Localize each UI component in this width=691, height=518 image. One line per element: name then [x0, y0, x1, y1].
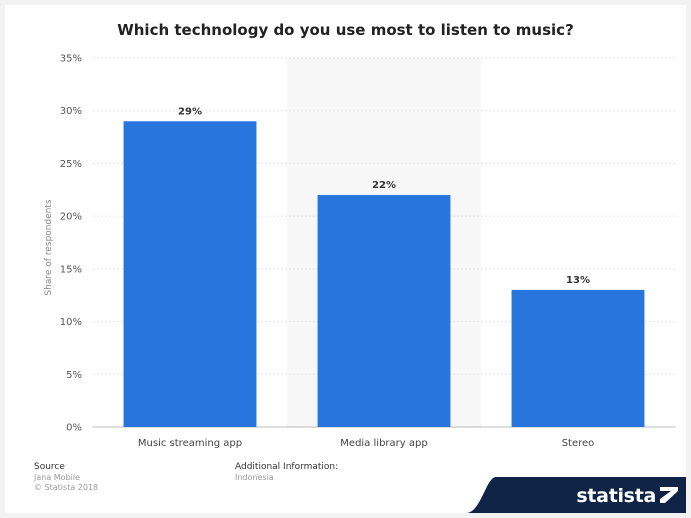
y-tick-label: 20%: [60, 212, 82, 223]
bar[interactable]: [317, 195, 451, 427]
additional-info-line: Indonesia: [235, 473, 274, 482]
data-label: 22%: [372, 180, 396, 191]
bar[interactable]: [511, 289, 645, 427]
additional-info-title: Additional Information:: [235, 462, 339, 472]
chart-footer: Source Jana Mobile © Statista 2018 Addit…: [5, 457, 686, 513]
data-label: 29%: [178, 106, 202, 117]
source-line: Jana Mobile: [34, 473, 81, 482]
data-label: 13%: [566, 275, 590, 286]
y-tick-label: 0%: [66, 423, 82, 434]
chart-title: Which technology do you use most to list…: [117, 21, 574, 39]
source-block: Source Jana Mobile © Statista 2018: [34, 462, 98, 493]
category-label: Stereo: [562, 438, 595, 449]
y-tick-label: 25%: [60, 159, 82, 170]
y-axis-label: Share of respondents: [44, 199, 54, 296]
logo-text: statista: [576, 485, 656, 507]
bar[interactable]: [123, 121, 257, 427]
y-tick-label: 10%: [60, 317, 82, 328]
y-tick-label: 5%: [66, 370, 82, 381]
bar-chart: 0% 5% 10% 15% 20% 25% 30% 35% 29% 22% 13% Music s…: [44, 54, 675, 449]
statista-mark-icon: [660, 487, 678, 503]
source-title: Source: [34, 462, 65, 472]
category-label: Music streaming app: [138, 438, 242, 449]
y-tick-label: 30%: [60, 106, 82, 117]
y-tick-label: 15%: [60, 264, 82, 275]
y-tick-label: 35%: [60, 54, 82, 65]
category-label: Media library app: [340, 438, 427, 449]
logo-background: [466, 477, 686, 513]
chart-card: Which technology do you use most to list…: [5, 5, 686, 513]
copyright-line: © Statista 2018: [34, 483, 99, 492]
statista-logo[interactable]: statista: [466, 477, 686, 513]
additional-info-block: Additional Information: Indonesia: [235, 462, 338, 483]
